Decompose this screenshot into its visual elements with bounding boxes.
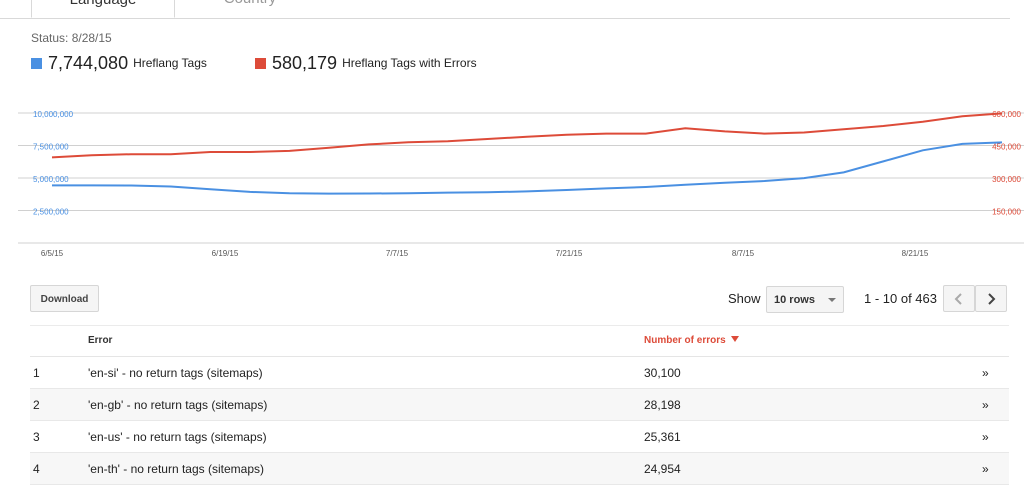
series-line-hreflang-errors: [51, 112, 1003, 159]
left-axis-tick: 10,000,000: [33, 110, 74, 119]
show-label: Show: [728, 291, 761, 306]
table-row[interactable]: 2 'en-gb' - no return tags (sitemaps) 28…: [30, 389, 1009, 421]
legend-swatch-blue: [31, 57, 42, 69]
tab-country[interactable]: Country: [175, 0, 325, 18]
row-error: 'en-gb' - no return tags (sitemaps): [88, 398, 268, 412]
chevron-left-icon: [954, 293, 962, 305]
left-axis-tick: 7,500,000: [33, 143, 69, 152]
next-page-button[interactable]: [975, 285, 1007, 312]
tab-bar: Language Country: [0, 0, 1010, 19]
table-row[interactable]: 4 'en-th' - no return tags (sitemaps) 24…: [30, 453, 1009, 485]
row-index: 2: [33, 398, 40, 412]
legend-item-hreflang-errors[interactable]: 580,179 Hreflang Tags with Errors: [255, 52, 477, 74]
row-count: 30,100: [644, 366, 681, 380]
left-axis-tick: 2,500,000: [33, 208, 69, 217]
tab-language[interactable]: Language: [31, 0, 175, 18]
table-row[interactable]: 1 'en-si' - no return tags (sitemaps) 30…: [30, 357, 1009, 389]
row-error: 'en-us' - no return tags (sitemaps): [88, 430, 267, 444]
pagination-text: 1 - 10 of 463: [864, 291, 937, 306]
errors-table: Error Number of errors 1 'en-si' - no re…: [30, 325, 1009, 485]
column-header-number-of-errors[interactable]: Number of errors: [644, 335, 739, 346]
table-row[interactable]: 3 'en-us' - no return tags (sitemaps) 25…: [30, 421, 1009, 453]
x-axis-tick: 7/21/15: [556, 249, 583, 258]
row-index: 4: [33, 462, 40, 476]
series-line-hreflang-tags: [52, 141, 1003, 195]
column-header-label: Number of errors: [644, 335, 726, 346]
legend-swatch-red: [255, 57, 266, 69]
table-header: Error Number of errors: [30, 325, 1009, 357]
legend-value: 7,744,080: [48, 52, 129, 73]
rows-select-value: 10 rows: [774, 294, 815, 306]
legend-item-hreflang-tags[interactable]: 7,744,080 Hreflang Tags: [31, 52, 207, 74]
x-axis-tick: 8/21/15: [902, 249, 929, 258]
row-error: 'en-si' - no return tags (sitemaps): [88, 366, 263, 380]
row-error: 'en-th' - no return tags (sitemaps): [88, 462, 264, 476]
right-axis-tick: 600,000: [992, 110, 1021, 119]
chevron-right-icon: [988, 293, 996, 305]
sort-descending-icon: [730, 336, 739, 342]
row-count: 24,954: [644, 462, 681, 476]
line-chart: 10,000,000 600,000 7,500,000 450,000 5,000,0…: [18, 110, 1024, 258]
row-count: 25,361: [644, 430, 681, 444]
left-axis-tick: 5,000,000: [33, 175, 69, 184]
column-header-error[interactable]: Error: [88, 335, 113, 346]
double-chevron-right-icon[interactable]: »: [982, 430, 989, 444]
legend-label: Hreflang Tags with Errors: [342, 56, 477, 70]
right-axis-tick: 450,000: [992, 143, 1021, 152]
double-chevron-right-icon[interactable]: »: [982, 398, 989, 412]
x-axis-tick: 7/7/15: [386, 249, 409, 258]
status-text: Status: 8/28/15: [31, 31, 112, 45]
download-button[interactable]: Download: [30, 285, 99, 312]
row-index: 1: [33, 366, 40, 380]
rows-per-page-select[interactable]: 10 rows: [766, 286, 844, 313]
double-chevron-right-icon[interactable]: »: [982, 462, 989, 476]
x-axis-tick: 6/19/15: [212, 249, 239, 258]
previous-page-button[interactable]: [943, 285, 975, 312]
legend-label: Hreflang Tags: [133, 56, 207, 70]
row-count: 28,198: [644, 398, 681, 412]
right-axis-tick: 300,000: [992, 175, 1021, 184]
chevron-down-icon: [828, 298, 836, 302]
row-index: 3: [33, 430, 40, 444]
legend-value: 580,179: [272, 52, 338, 73]
right-axis-tick: 150,000: [992, 208, 1021, 217]
x-axis-tick: 8/7/15: [732, 249, 755, 258]
double-chevron-right-icon[interactable]: »: [982, 366, 989, 380]
x-axis-tick: 6/5/15: [41, 249, 64, 258]
